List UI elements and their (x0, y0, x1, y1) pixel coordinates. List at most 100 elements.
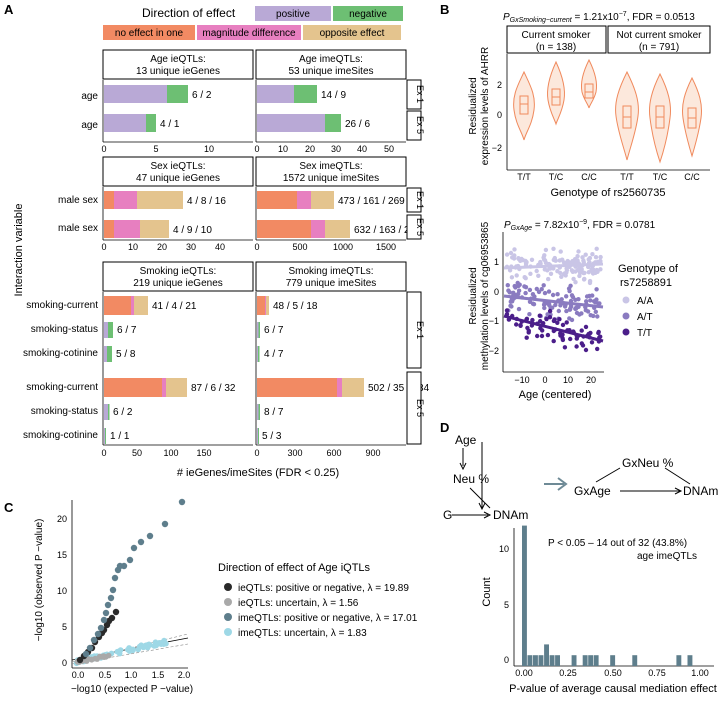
histogram-bar (522, 525, 527, 666)
sex-ime-ex5-opposite-bar (325, 220, 350, 238)
tt-point (551, 338, 556, 344)
smoking-ime-value: 6 / 7 (264, 325, 284, 336)
stat-bot-exp: −9 (579, 219, 587, 226)
sex-row-label-ex5: male sex (58, 223, 98, 234)
genotype-tick: T/T (620, 172, 634, 182)
qq-sig-ime-point (100, 616, 108, 624)
age-ie-ticks: 0 5 10 (101, 144, 214, 154)
sex-ime-ex1-magnitude-bar (297, 191, 311, 209)
age-ime-ex1-positive-bar (257, 85, 294, 103)
genotype-tick: C/C (684, 172, 700, 182)
smoking-ie-status-ex1-positive-bar (104, 322, 108, 338)
stat-bot-fdr: , FDR = 0.0781 (587, 220, 656, 231)
panel-d-xtick: 1.00 (691, 668, 709, 678)
legend-at-dot (622, 312, 630, 320)
smoking-ime-ticks: 0 300 600 900 (254, 448, 380, 458)
at-point (568, 306, 573, 311)
legend-negative-label: negative (349, 9, 387, 20)
tt-point (514, 322, 519, 327)
sex-ie-tick: 20 (157, 242, 167, 252)
smoking-row-label: smoking-current (26, 300, 98, 311)
tt-point (504, 308, 510, 313)
legend-aa-dot (622, 296, 630, 304)
panel-c-ytick: 10 (57, 586, 67, 596)
smoking-ie-current-ex5-opposite-bar (166, 378, 187, 397)
sex-ie-strip (102, 156, 254, 187)
sex-ie-tick: 0 (101, 242, 106, 252)
tt-point (539, 333, 545, 339)
sex-ime-ex5-value: 632 / 163 / 287 (354, 225, 421, 236)
smoking-ime-strip (255, 261, 407, 292)
age-ie-ex5-negative-bar (146, 114, 156, 132)
panel-c-ytick: 20 (57, 514, 67, 524)
aa-point (548, 271, 554, 276)
aa-point (598, 254, 603, 260)
panel-b: B PGxSmoking−current = 1.21x10−7, FDR = … (440, 2, 711, 401)
legend-negative-swatch (333, 6, 403, 21)
aa-point (593, 270, 598, 275)
panel-d-xtick: 0.50 (604, 668, 622, 678)
age-ime-ex5-negative-bar (325, 114, 341, 132)
panel-a-label: A (4, 2, 14, 17)
tt-point (524, 316, 530, 321)
at-point (515, 280, 520, 286)
tt-regression-line (503, 314, 604, 343)
sex-ie-ex5-value: 4 / 9 / 10 (173, 225, 212, 236)
panel-c-xlabel: −log10 (expected P −value) (71, 684, 193, 695)
tt-point (544, 316, 549, 322)
dag-dnam2: DNAm (683, 484, 718, 498)
sex-ie-ex1-opposite-bar (137, 191, 183, 209)
smoking-ie-title2: 219 unique ieGenes (133, 278, 223, 289)
tt-point (538, 326, 543, 331)
age-ex1-strip (406, 79, 422, 110)
at-point (505, 283, 510, 288)
age-ie-ex1-value: 6 / 2 (192, 90, 212, 101)
smoking-ie-value: 41 / 4 / 21 (152, 301, 197, 312)
sex-ime-ex5-noeffect-bar (257, 220, 311, 238)
genotype-legend-title2: rs7258891 (620, 277, 672, 289)
smoking-ie-cotinine-ex1-negative-bar (107, 346, 112, 362)
at-point (542, 305, 547, 311)
tt-point (545, 332, 551, 338)
at-point (593, 309, 598, 314)
histogram-bar (582, 655, 588, 666)
panel-a: A Direction of effect positive negative … (4, 2, 430, 479)
current-smoker-strip (506, 25, 607, 54)
smoking-row-label: smoking-status (31, 324, 98, 335)
smoking-ie-tick: 100 (163, 448, 178, 458)
age-ime-strip (255, 49, 407, 80)
aa-point (583, 252, 588, 257)
sex-ex5-strip (406, 214, 422, 240)
qq-legend-dot (224, 598, 232, 606)
qq-sig-ie-point (76, 656, 84, 664)
age-ime-tick: 0 (254, 144, 259, 154)
sex-ime-strip (255, 156, 407, 187)
violin-tc-current (547, 60, 565, 126)
at-point (516, 306, 522, 312)
legend-magnitude-label: magnitude difference (202, 28, 296, 39)
aa-point (570, 269, 575, 274)
age-ime-tick: 20 (305, 144, 315, 154)
not-current-smoker-title: Not current smoker (616, 30, 702, 41)
current-smoker-title: Current smoker (522, 30, 592, 41)
age-ie-ex5-value: 4 / 1 (160, 119, 180, 130)
age-ex5-label: Ex 5 (415, 116, 425, 134)
dag-g: G (443, 508, 452, 522)
tt-point (579, 341, 584, 346)
smoking-row-label: smoking-current (26, 382, 98, 393)
aa-point (598, 267, 603, 272)
age-ime-ex5-value: 26 / 6 (345, 119, 370, 130)
aa-point (553, 258, 558, 263)
tt-point (564, 320, 569, 325)
at-point (541, 302, 547, 307)
sex-ex1-label: Ex 1 (415, 191, 425, 209)
dag-neu: Neu % (453, 472, 489, 486)
aa-point (536, 273, 541, 278)
smoking-ie-value: 87 / 6 / 32 (191, 383, 236, 394)
legend-at-label: A/T (637, 312, 653, 323)
sex-ime-ex1-noeffect-bar (257, 191, 297, 209)
aa-point (523, 276, 528, 281)
dag-arrow-neu-dnam (469, 487, 491, 509)
smoking-ime-current-ex5-magnitude-bar (337, 378, 342, 397)
aa-point (558, 249, 563, 254)
